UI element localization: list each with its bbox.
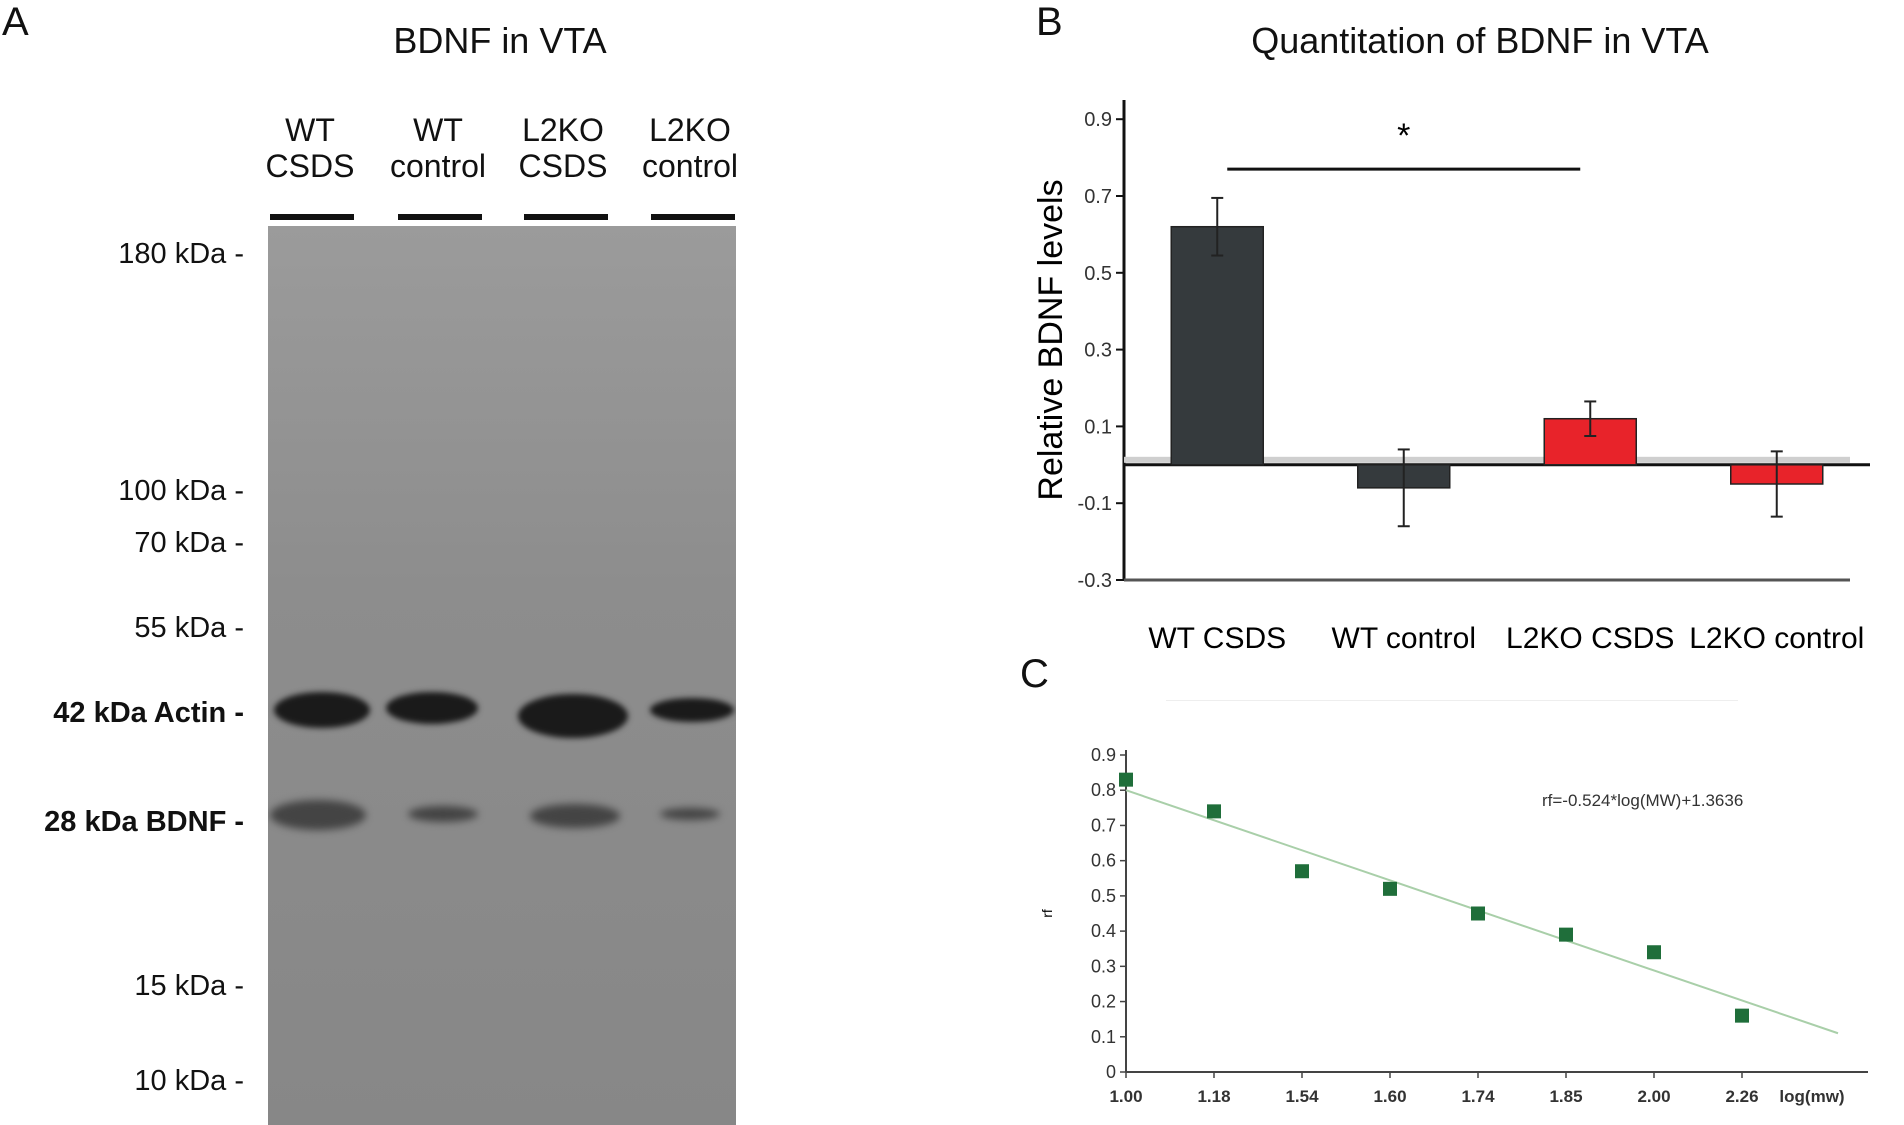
mw-marker-label: 28 kDa BDNF - bbox=[44, 806, 244, 838]
y-tick-label: 0 bbox=[1106, 1062, 1116, 1082]
actin-band-lane-1 bbox=[274, 692, 370, 728]
y-tick-label: 0.5 bbox=[1084, 263, 1112, 285]
x-category-label: WT CSDS bbox=[1148, 622, 1286, 655]
panel-letter-a: A bbox=[2, 0, 29, 44]
bar-chart: Relative BDNF levels 0.9 0.7 0.5 0.3 0.1 -0.1 -… bbox=[1032, 100, 1870, 655]
lane-marker bbox=[524, 214, 608, 220]
bdnf-band-lane-1 bbox=[270, 800, 366, 830]
blot-title: BDNF in VTA bbox=[393, 20, 607, 61]
data-point bbox=[1295, 864, 1309, 879]
y-tick-label: -0.3 bbox=[1078, 570, 1112, 592]
lane-marker bbox=[651, 214, 735, 220]
regression-equation: rf=-0.524*log(MW)+1.3636 bbox=[1542, 791, 1743, 810]
y-tick-label: 0.2 bbox=[1091, 992, 1116, 1012]
y-tick-label: 0.7 bbox=[1084, 186, 1112, 208]
x-tick-label: 1.85 bbox=[1549, 1087, 1582, 1106]
bdnf-band-lane-3 bbox=[530, 804, 620, 828]
data-point bbox=[1119, 772, 1133, 787]
panel-letter-b: B bbox=[1036, 0, 1063, 44]
x-category-label: WT control bbox=[1332, 622, 1476, 655]
bar bbox=[1170, 225, 1264, 466]
y-tick-label: 0.9 bbox=[1091, 745, 1116, 765]
lane-label: WT control bbox=[389, 112, 487, 184]
x-axis-label: log(mw) bbox=[1779, 1087, 1844, 1106]
zero-band bbox=[1124, 456, 1850, 463]
mw-marker-label: 100 kDa - bbox=[118, 475, 244, 507]
mw-marker-label: 180 kDa - bbox=[118, 238, 244, 270]
data-point bbox=[1471, 906, 1485, 921]
x-tick-label: 1.54 bbox=[1285, 1087, 1319, 1106]
lane-label: L2KO CSDS bbox=[518, 112, 608, 184]
x-tick-label: 2.26 bbox=[1725, 1087, 1758, 1106]
lane-marker bbox=[270, 214, 354, 220]
calibration-scatter-chart: 0.9 0.8 0.7 0.6 0.5 0.4 0.3 0.2 0.1 0 rf 1.00 1.18 1.… bbox=[1039, 700, 1868, 1106]
y-tick-label: 0.3 bbox=[1091, 956, 1116, 976]
y-tick-label: 0.1 bbox=[1091, 1027, 1116, 1047]
bdnf-band-lane-2 bbox=[408, 806, 478, 822]
bdnf-band-lane-4 bbox=[660, 808, 720, 820]
mw-marker-label: 10 kDa - bbox=[134, 1065, 244, 1097]
data-point bbox=[1207, 804, 1221, 819]
y-tick-label: 0.8 bbox=[1091, 780, 1116, 800]
y-tick-label: 0.7 bbox=[1091, 815, 1116, 835]
data-point bbox=[1647, 945, 1661, 960]
x-tick-label: 1.18 bbox=[1197, 1087, 1230, 1106]
actin-band-lane-2 bbox=[386, 692, 478, 724]
lane-marker bbox=[398, 214, 482, 220]
y-tick-label: -0.1 bbox=[1078, 493, 1112, 515]
y-axis-label: rf bbox=[1039, 909, 1055, 918]
mw-marker-label: 15 kDa - bbox=[134, 970, 244, 1002]
x-tick-label: 1.60 bbox=[1373, 1087, 1406, 1106]
panel-letter-c: C bbox=[1020, 652, 1049, 696]
lane-label: L2KO control bbox=[641, 112, 739, 184]
y-tick-label: 0.3 bbox=[1084, 340, 1112, 362]
y-tick-label: 0.5 bbox=[1091, 886, 1116, 906]
x-tick-label: 2.00 bbox=[1637, 1087, 1670, 1106]
data-point bbox=[1735, 1008, 1749, 1023]
x-tick-label: 1.00 bbox=[1109, 1087, 1142, 1106]
mw-marker-label: 70 kDa - bbox=[134, 527, 244, 559]
bar-chart-title: Quantitation of BDNF in VTA bbox=[1251, 20, 1709, 61]
lane-label: WT CSDS bbox=[265, 112, 355, 184]
mw-marker-label: 42 kDa Actin - bbox=[53, 697, 244, 729]
y-axis-label: Relative BDNF levels bbox=[1032, 179, 1070, 500]
y-tick-label: 0.6 bbox=[1091, 851, 1116, 871]
actin-band-lane-4 bbox=[650, 698, 734, 722]
mw-marker-label: 55 kDa - bbox=[134, 612, 244, 644]
y-tick-label: 0.4 bbox=[1091, 921, 1116, 941]
significance-star: * bbox=[1397, 117, 1410, 155]
y-tick-label: 0.1 bbox=[1084, 416, 1112, 438]
blot-membrane bbox=[268, 226, 736, 1125]
actin-band-lane-3 bbox=[518, 694, 628, 738]
x-category-label: L2KO CSDS bbox=[1506, 622, 1674, 655]
data-point bbox=[1383, 881, 1397, 896]
x-tick-label: 1.74 bbox=[1461, 1087, 1495, 1106]
data-point bbox=[1559, 927, 1573, 942]
y-tick-label: 0.9 bbox=[1084, 109, 1112, 131]
x-category-label: L2KO control bbox=[1689, 622, 1864, 655]
